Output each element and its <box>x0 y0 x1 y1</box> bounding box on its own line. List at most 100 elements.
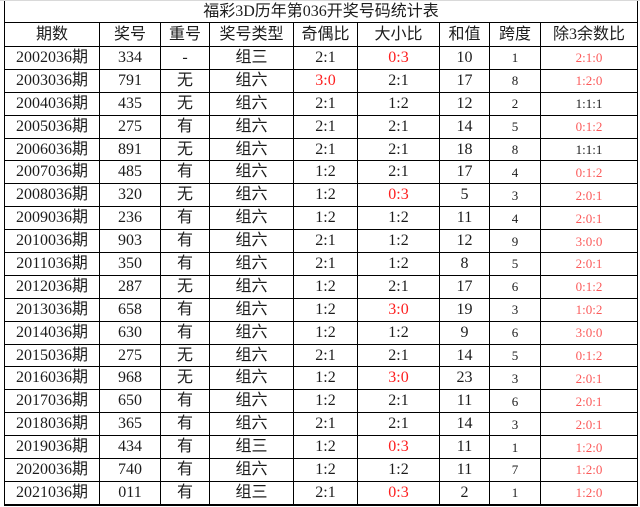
cell-repeat: 有 <box>160 458 210 482</box>
cell-span: 8 <box>489 137 541 162</box>
column-header-odd-even-ratio: 奇偶比 <box>293 22 358 47</box>
cell-type: 组六 <box>209 252 294 276</box>
cell-span: 6 <box>489 389 541 414</box>
cell-type: 组六 <box>209 297 294 322</box>
table-row: 2005036期 275 有组六 2:1 2:1 14 5 0:1:2 <box>4 114 639 139</box>
cell-number: 334 <box>99 46 161 70</box>
cell-number: 350 <box>99 252 161 276</box>
cell-big-small-ratio: 1:2 <box>357 229 440 254</box>
cell-mod3-ratio: 0:1:2 <box>539 343 639 368</box>
cell-big-small-ratio: 3:0 <box>357 297 440 322</box>
table-row: 2002036期 334- 组三 2:1 0:3 10 1 2:1:0 <box>4 46 639 70</box>
lottery-stats-table: 福彩3D历年第036开奖号码统计表 期数 奖号 重号 奖号类型 奇偶比 大小比 和值 跨度 除3… <box>3 1 639 506</box>
cell-sum: 11 <box>439 206 490 231</box>
cell-number: 650 <box>99 389 161 414</box>
cell-span: 1 <box>489 435 541 460</box>
cell-span: 6 <box>489 320 541 345</box>
cell-mod3-ratio: 0:1:2 <box>539 160 639 185</box>
cell-odd-even-ratio: 1:2 <box>293 389 358 414</box>
cell-mod3-ratio: 0:1:2 <box>539 114 639 139</box>
cell-period: 2009036期 <box>4 206 100 231</box>
cell-odd-even-ratio: 2:1 <box>293 252 358 276</box>
cell-number: 891 <box>99 137 161 162</box>
cell-big-small-ratio: 2:1 <box>357 114 440 139</box>
cell-type: 组六 <box>209 206 294 231</box>
cell-mod3-ratio: 1:1:1 <box>539 91 639 116</box>
cell-mod3-ratio: 3:0:0 <box>539 229 639 254</box>
cell-mod3-ratio: 2:0:1 <box>539 412 639 437</box>
table-row: 2016036期 968 无组六 1:2 3:0 23 3 2:0:1 <box>4 366 639 391</box>
cell-sum: 23 <box>439 366 490 391</box>
cell-type: 组六 <box>209 68 294 93</box>
table-row: 2004036期 435 无组六 2:1 1:2 12 2 1:1:1 <box>4 91 639 116</box>
title-row: 福彩3D历年第036开奖号码统计表 <box>3 1 639 23</box>
cell-number: 011 <box>99 480 161 506</box>
table-body: 2002036期 334- 组三 2:1 0:3 10 1 2:1:0 2003036期 791 无… <box>4 46 639 506</box>
cell-span: 5 <box>489 343 541 368</box>
cell-big-small-ratio: 1:2 <box>357 206 440 231</box>
cell-span: 1 <box>489 480 541 506</box>
cell-number: 434 <box>99 435 161 460</box>
cell-repeat: 无 <box>160 274 210 299</box>
cell-span: 8 <box>489 68 541 93</box>
cell-repeat: 有 <box>160 252 210 276</box>
cell-type: 组六 <box>209 114 294 139</box>
cell-odd-even-ratio: 1:2 <box>293 183 358 208</box>
cell-number: 791 <box>99 68 161 93</box>
cell-number: 320 <box>99 183 161 208</box>
cell-period: 2005036期 <box>4 114 100 139</box>
cell-big-small-ratio: 2:1 <box>357 274 440 299</box>
cell-period: 2012036期 <box>4 274 100 299</box>
cell-span: 6 <box>489 274 541 299</box>
cell-odd-even-ratio: 1:2 <box>293 320 358 345</box>
cell-number: 435 <box>99 91 161 116</box>
cell-span: 9 <box>489 229 541 254</box>
cell-number: 275 <box>99 343 161 368</box>
column-header-mod3-ratio: 除3余数比 <box>539 22 639 47</box>
cell-big-small-ratio: 0:3 <box>357 183 440 208</box>
cell-period: 2017036期 <box>4 389 100 414</box>
cell-repeat: 有 <box>160 480 210 506</box>
table-row: 2008036期 320 无组六 1:2 0:3 5 3 2:0:1 <box>4 183 639 208</box>
cell-odd-even-ratio: 2:1 <box>293 137 358 162</box>
cell-big-small-ratio: 0:3 <box>357 46 440 70</box>
cell-type: 组三 <box>209 435 294 460</box>
cell-span: 3 <box>489 297 541 322</box>
cell-span: 3 <box>489 183 541 208</box>
cell-repeat: 有 <box>160 114 210 139</box>
cell-sum: 12 <box>439 229 490 254</box>
cell-type: 组六 <box>209 458 294 482</box>
cell-span: 7 <box>489 458 541 482</box>
cell-period: 2014036期 <box>4 320 100 345</box>
cell-period: 2006036期 <box>4 137 100 162</box>
cell-span: 4 <box>489 160 541 185</box>
cell-big-small-ratio: 2:1 <box>357 68 440 93</box>
cell-sum: 19 <box>439 297 490 322</box>
cell-mod3-ratio: 3:0:0 <box>539 320 639 345</box>
column-header-period: 期数 <box>4 22 100 47</box>
cell-type: 组六 <box>209 389 294 414</box>
cell-big-small-ratio: 2:1 <box>357 343 440 368</box>
table-row: 2018036期 365 有组六 2:1 2:1 14 3 2:0:1 <box>4 412 639 437</box>
cell-period: 2021036期 <box>4 480 100 506</box>
cell-number: 658 <box>99 297 161 322</box>
cell-type: 组六 <box>209 160 294 185</box>
cell-odd-even-ratio: 2:1 <box>293 46 358 70</box>
cell-mod3-ratio: 1:2:0 <box>539 68 639 93</box>
cell-sum: 2 <box>439 480 490 506</box>
cell-type: 组六 <box>209 274 294 299</box>
cell-mod3-ratio: 1:2:0 <box>539 435 639 460</box>
cell-sum: 11 <box>439 389 490 414</box>
cell-big-small-ratio: 0:3 <box>357 435 440 460</box>
column-header-span: 跨度 <box>489 22 541 47</box>
column-header-row: 期数 奖号 重号 奖号类型 奇偶比 大小比 和值 跨度 除3余数比 <box>4 22 639 47</box>
cell-odd-even-ratio: 2:1 <box>293 229 358 254</box>
cell-sum: 11 <box>439 458 490 482</box>
table-row: 2011036期 350 有组六 2:1 1:2 8 5 2:0:1 <box>4 252 639 276</box>
table-row: 2020036期 740 有组六 1:2 1:2 11 7 1:2:0 <box>4 458 639 482</box>
cell-period: 2020036期 <box>4 458 100 482</box>
cell-mod3-ratio: 2:0:1 <box>539 183 639 208</box>
cell-mod3-ratio: 1:0:2 <box>539 297 639 322</box>
table-row: 2017036期 650 有组六 1:2 2:1 11 6 2:0:1 <box>4 389 639 414</box>
cell-sum: 11 <box>439 435 490 460</box>
